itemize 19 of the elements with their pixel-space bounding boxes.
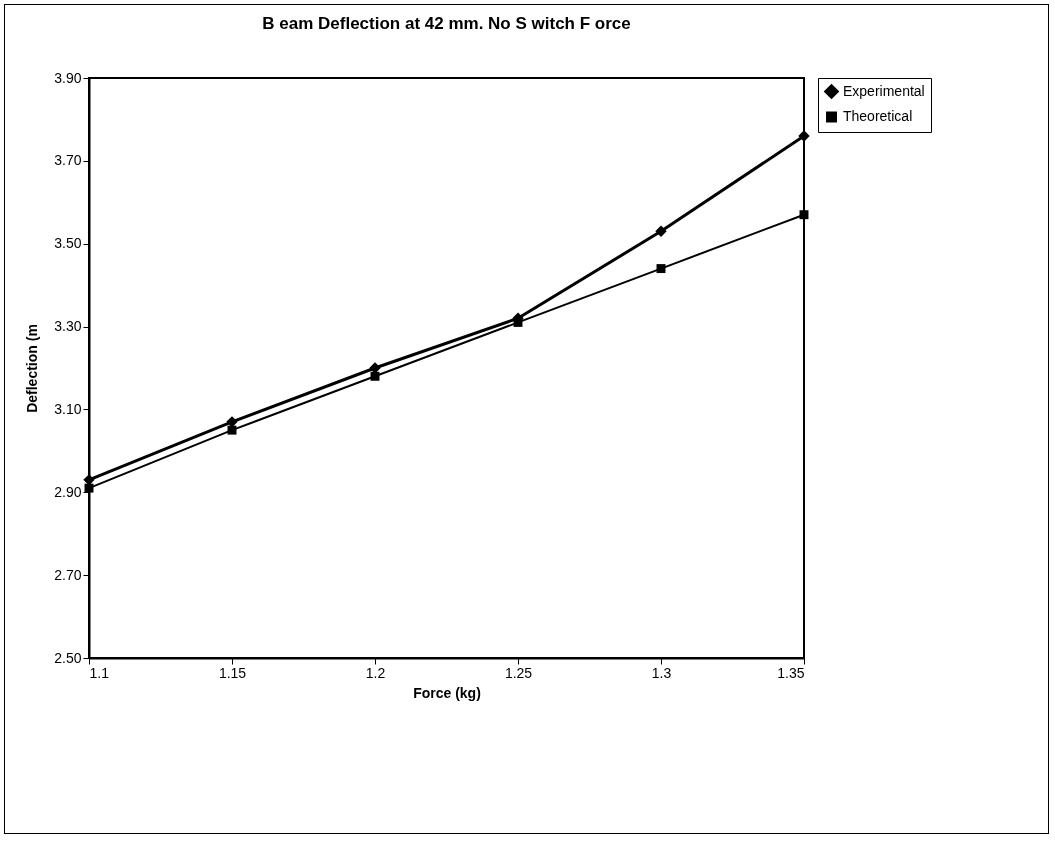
legend-label: Experimental [843, 82, 925, 99]
x-tick-label: 1.35 [777, 664, 805, 681]
x-tick-label: 1.1 [89, 664, 110, 681]
legend-label: Theoretical [843, 108, 913, 124]
y-tick-label: 3.10 [54, 400, 82, 417]
x-tick-label: 1.15 [218, 664, 247, 681]
x-tick-label: 1.2 [365, 664, 386, 681]
y-tick-label: 3.30 [54, 318, 82, 335]
y-tick-label: 2.70 [54, 566, 82, 583]
y-tick-label: 2.50 [54, 649, 82, 666]
y-tick-label: 3.50 [54, 235, 82, 252]
y-tick-label: 3.90 [54, 69, 82, 86]
x-tick-label: 1.25 [504, 664, 533, 681]
x-tick-label: 1.3 [651, 664, 672, 681]
x-axis-title: Force (kg) [413, 684, 481, 701]
y-tick-label: 3.70 [54, 152, 82, 169]
chart-title: B eam Deflection at 42 mm. No S witch F orce [262, 14, 631, 33]
y-tick-label: 2.90 [54, 483, 82, 500]
y-axis-title: Deflection (m [24, 324, 41, 413]
